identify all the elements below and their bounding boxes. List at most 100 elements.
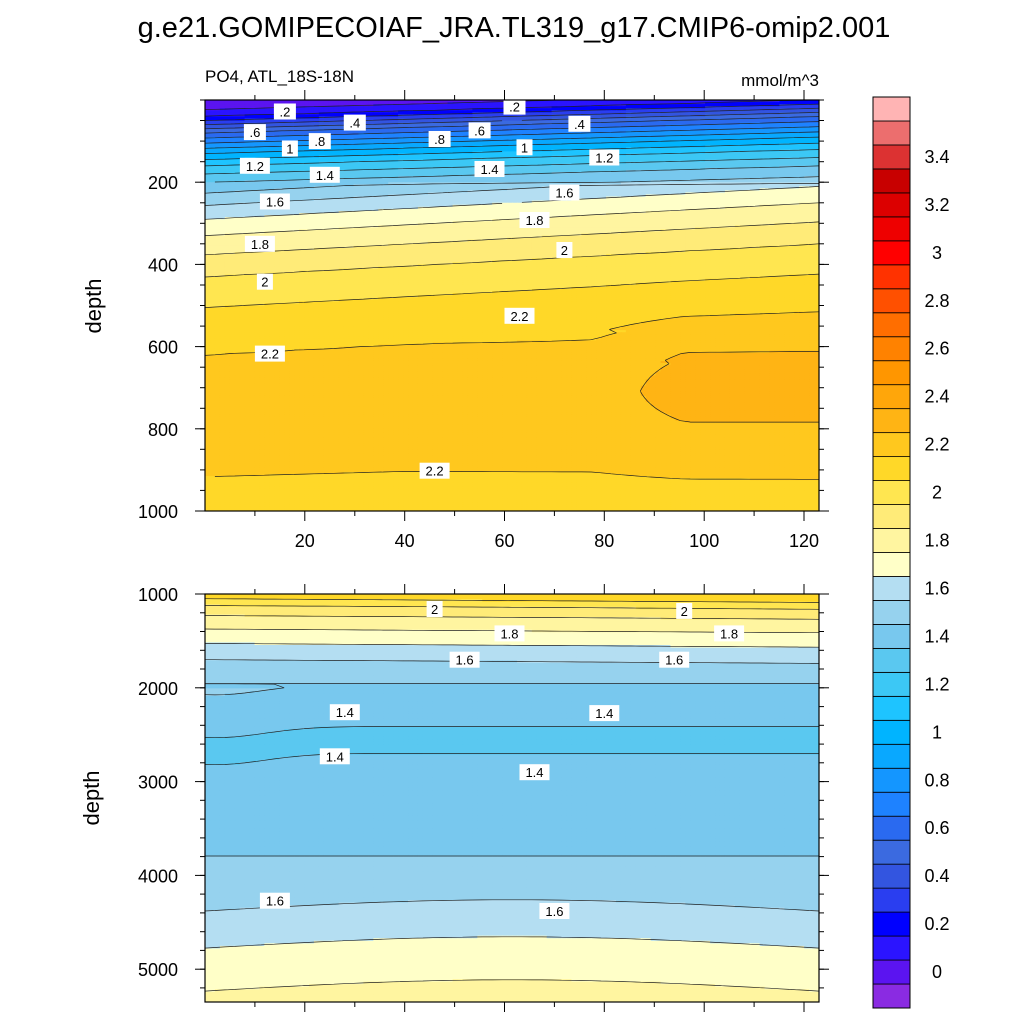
contour-label: 1.4 bbox=[475, 161, 505, 177]
colorbar-swatch bbox=[873, 289, 910, 313]
contour-label: 2 bbox=[427, 601, 443, 617]
contour-label: .4 bbox=[344, 115, 366, 131]
colorbar-swatch bbox=[873, 576, 910, 600]
contour-label: 2.2 bbox=[505, 308, 535, 324]
colorbar-swatch bbox=[873, 624, 910, 648]
x-tick-label: 20 bbox=[295, 531, 315, 551]
colorbar-swatch bbox=[873, 840, 910, 864]
y-tick-label: 400 bbox=[148, 255, 178, 275]
colorbar-swatch bbox=[873, 936, 910, 960]
colorbar-swatch bbox=[873, 888, 910, 912]
contour-label: 1.4 bbox=[320, 748, 350, 764]
colorbar-label: 2.8 bbox=[924, 291, 949, 311]
colorbar-label: 3.4 bbox=[924, 147, 949, 167]
colorbar-swatch bbox=[873, 720, 910, 744]
colorbar-label: 1 bbox=[932, 722, 942, 742]
colorbar-label: 0.4 bbox=[924, 866, 949, 886]
contour-label: 1.6 bbox=[539, 903, 569, 919]
y-tick-label: 1000 bbox=[138, 585, 178, 605]
colorbar-swatch bbox=[873, 960, 910, 984]
contour-label: 1.6 bbox=[260, 893, 290, 909]
colorbar-swatch bbox=[873, 121, 910, 145]
colorbar-swatch bbox=[873, 241, 910, 265]
colorbar-label: 1.4 bbox=[924, 626, 949, 646]
contour-label: 2.2 bbox=[420, 463, 450, 479]
colorbar-swatch bbox=[873, 409, 910, 433]
colorbar-swatch bbox=[873, 457, 910, 481]
colorbar-swatch bbox=[873, 505, 910, 529]
contour-label: 1.4 bbox=[330, 704, 360, 720]
colorbar-label: 0 bbox=[932, 962, 942, 982]
figure-title: g.e21.GOMIPECOIAF_JRA.TL319_g17.CMIP6-om… bbox=[138, 12, 891, 44]
colorbar-swatch bbox=[873, 97, 910, 121]
x-tick-label: 60 bbox=[494, 531, 514, 551]
contour-label: 1.6 bbox=[659, 652, 689, 668]
colorbar-label: 0.6 bbox=[924, 818, 949, 838]
contour-label: 1.8 bbox=[245, 236, 275, 252]
colorbar-swatch bbox=[873, 529, 910, 553]
colorbar-swatch bbox=[873, 217, 910, 241]
y-tick-label: 5000 bbox=[138, 960, 178, 980]
colorbar-swatch bbox=[873, 385, 910, 409]
upper-right-label: mmol/m^3 bbox=[741, 71, 819, 90]
contour-label: .8 bbox=[429, 131, 451, 147]
contour-label: 2 bbox=[556, 242, 572, 258]
colorbar-swatch bbox=[873, 193, 910, 217]
contour-label: 1.4 bbox=[589, 705, 619, 721]
contour-label: .2 bbox=[274, 104, 296, 120]
colorbar-swatch bbox=[873, 361, 910, 385]
contour-label: 1.8 bbox=[520, 212, 550, 228]
colorbar-swatch bbox=[873, 145, 910, 169]
colorbar-swatch bbox=[873, 816, 910, 840]
colorbar-label: 1.8 bbox=[924, 531, 949, 551]
colorbar-swatch bbox=[873, 984, 910, 1008]
x-tick-label: 80 bbox=[594, 531, 614, 551]
contour-label: 1.8 bbox=[495, 625, 525, 641]
colorbar-swatch bbox=[873, 337, 910, 361]
colorbar-label: 1.2 bbox=[924, 674, 949, 694]
contour-label: 1.6 bbox=[549, 185, 579, 201]
lower-contour-fill bbox=[205, 594, 820, 1003]
x-tick-label: 120 bbox=[789, 531, 819, 551]
colorbar-swatch bbox=[873, 696, 910, 720]
contour-label: 1.2 bbox=[589, 150, 619, 166]
contour-label: 1.2 bbox=[240, 158, 270, 174]
colorbar-swatch bbox=[873, 768, 910, 792]
contour-label: .6 bbox=[244, 124, 266, 140]
contour-label: .6 bbox=[469, 122, 491, 138]
upper-panel: PO4, ATL_18S-18N mmol/m^3 .2.2.4.4.6.6.8… bbox=[81, 67, 829, 551]
colorbar-label: 2.2 bbox=[924, 435, 949, 455]
colorbar-label: 2.4 bbox=[924, 387, 949, 407]
colorbar-swatch bbox=[873, 648, 910, 672]
contour-label: 2 bbox=[676, 603, 692, 619]
y-tick-label: 4000 bbox=[138, 866, 178, 886]
contour-label: 2.2 bbox=[255, 346, 285, 362]
colorbar-swatch bbox=[873, 600, 910, 624]
contour-label: .2 bbox=[504, 99, 526, 115]
colorbar-label: 0.8 bbox=[924, 770, 949, 790]
contour-label: 2 bbox=[257, 274, 273, 290]
contour-label: 1 bbox=[517, 139, 533, 155]
y-tick-label: 200 bbox=[148, 173, 178, 193]
contour-label: 1.4 bbox=[310, 167, 340, 183]
contour-label: 1.6 bbox=[260, 194, 290, 210]
colorbar-swatch bbox=[873, 864, 910, 888]
contour-label: .4 bbox=[568, 116, 590, 132]
upper-y-axis-label: depth bbox=[81, 278, 106, 333]
contour-label: 1.6 bbox=[450, 652, 480, 668]
colorbar-label: 3 bbox=[932, 243, 942, 263]
colorbar-swatch bbox=[873, 433, 910, 457]
colorbar: 00.20.40.60.811.21.41.61.822.22.42.62.83… bbox=[873, 97, 950, 1008]
colorbar-swatch bbox=[873, 553, 910, 577]
contour-label: 1.4 bbox=[520, 764, 550, 780]
lower-panel: 2 2 1.8 1.8 1.6 1.6 1.4 1.4 1.4 1.4 1.6 1.6 1000 200… bbox=[79, 584, 829, 1012]
lower-y-axis-label: depth bbox=[79, 770, 104, 825]
colorbar-swatch bbox=[873, 313, 910, 337]
colorbar-swatch bbox=[873, 792, 910, 816]
y-tick-label: 2000 bbox=[138, 679, 178, 699]
contour-label: 1.8 bbox=[714, 625, 744, 641]
colorbar-label: 2.6 bbox=[924, 339, 949, 359]
x-tick-label: 40 bbox=[395, 531, 415, 551]
x-tick-label: 100 bbox=[689, 531, 719, 551]
